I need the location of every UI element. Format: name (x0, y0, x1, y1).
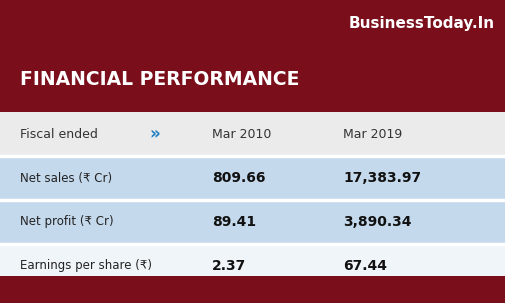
Text: »: » (149, 125, 160, 143)
Text: Earnings per share (₹): Earnings per share (₹) (20, 259, 152, 272)
Text: Mar 2010: Mar 2010 (212, 128, 272, 141)
Text: BusinessToday.In: BusinessToday.In (349, 16, 495, 31)
Text: FINANCIAL PERFORMANCE: FINANCIAL PERFORMANCE (20, 70, 299, 89)
Text: Net profit (₹ Cr): Net profit (₹ Cr) (20, 215, 114, 228)
Text: 89.41: 89.41 (212, 215, 256, 229)
Text: Net sales (₹ Cr): Net sales (₹ Cr) (20, 171, 112, 185)
Text: 2.37: 2.37 (212, 259, 246, 273)
Text: 3,890.34: 3,890.34 (343, 215, 412, 229)
Text: Fiscal ended: Fiscal ended (20, 128, 98, 141)
Bar (0, 200, 505, 244)
Bar (0, 0, 505, 47)
Text: Mar 2019: Mar 2019 (343, 128, 402, 141)
Text: 809.66: 809.66 (212, 171, 266, 185)
Bar (0, 276, 505, 303)
Text: 17,383.97: 17,383.97 (343, 171, 422, 185)
Text: 67.44: 67.44 (343, 259, 387, 273)
Bar (0, 156, 505, 200)
Bar (0, 244, 505, 288)
Bar (0, 47, 505, 112)
Bar (0, 112, 505, 156)
